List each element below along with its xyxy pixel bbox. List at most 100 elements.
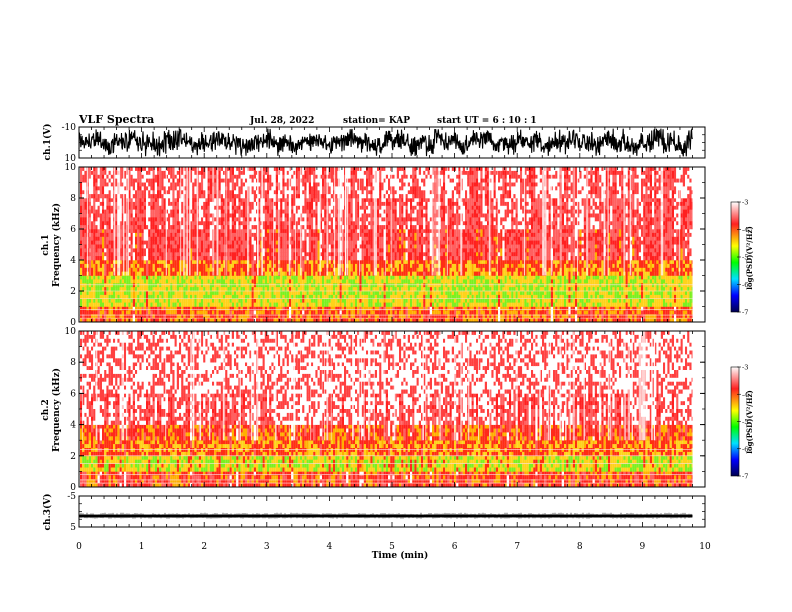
spectrogram-cell xyxy=(280,291,283,296)
spectrogram-cell xyxy=(273,260,276,265)
spectrogram-cell xyxy=(304,217,307,222)
spectrogram-cell xyxy=(207,174,210,179)
spectrogram-cell xyxy=(249,267,252,272)
spectrogram-cell xyxy=(119,194,122,199)
spectrogram-cell xyxy=(220,174,223,179)
spectrogram-cell xyxy=(108,201,111,207)
spectrogram-cell xyxy=(280,221,283,226)
spectrogram-cell xyxy=(328,225,331,230)
spectrogram-cell xyxy=(161,198,164,203)
spectrogram-cell xyxy=(247,275,250,280)
spectrogram-cell xyxy=(238,267,241,272)
spectrogram-cell xyxy=(163,283,166,288)
spectrogram-cell xyxy=(253,252,256,257)
spectrogram-cell xyxy=(242,256,245,261)
spectrogram-cell xyxy=(234,217,237,222)
spectrogram-cell xyxy=(249,232,252,238)
spectrogram-cell xyxy=(282,244,285,249)
spectrogram-cell xyxy=(223,248,226,253)
spectrogram-cell xyxy=(137,236,140,241)
spectrogram-cell xyxy=(209,302,212,307)
spectrogram-cell xyxy=(308,236,311,241)
spectrogram-cell xyxy=(264,310,267,315)
spectrogram-cell xyxy=(154,225,157,230)
spectrogram-cell xyxy=(267,314,270,319)
spectrogram-cell xyxy=(284,283,287,288)
spectrogram-cell xyxy=(126,302,129,307)
spectrogram-cell xyxy=(297,174,300,179)
spectrogram-cell xyxy=(209,167,212,172)
spectrogram-cell xyxy=(174,232,177,238)
spectrogram-cell xyxy=(203,225,206,230)
spectrogram-cell xyxy=(108,225,111,230)
spectrogram-cell xyxy=(300,287,303,292)
spectrogram-cell xyxy=(135,287,138,292)
spectrogram-cell xyxy=(264,287,267,292)
spectrogram-cell xyxy=(170,232,173,238)
spectrogram-cell xyxy=(284,287,287,292)
spectrogram-cell xyxy=(115,201,118,207)
spectrogram-cell xyxy=(119,279,122,284)
spectrogram-cell xyxy=(317,287,320,292)
spectrogram-cell xyxy=(322,283,325,288)
spectrogram-cell xyxy=(280,267,283,272)
spectrogram-cell xyxy=(126,198,129,203)
station-label: station= KAP xyxy=(343,116,410,126)
spectrogram-cell xyxy=(328,182,331,187)
spectrogram-cell xyxy=(113,283,116,288)
spectrogram-cell xyxy=(341,306,344,311)
spectrogram-cell xyxy=(80,294,83,300)
spectrogram-cell xyxy=(306,229,309,234)
spectrogram-cell xyxy=(308,318,311,323)
spectrogram-cell xyxy=(154,318,157,323)
spectrogram-cell xyxy=(295,167,298,172)
spectrogram-cell xyxy=(209,198,212,203)
spectrogram-cell xyxy=(132,294,135,300)
spectrogram-cell xyxy=(306,263,309,269)
spectrogram-cell xyxy=(236,248,239,253)
spectrogram-cell xyxy=(302,294,305,300)
spectrogram-cell xyxy=(152,298,155,303)
spectrogram-cell xyxy=(218,294,221,300)
spectrogram-cell xyxy=(317,318,320,323)
spectrogram-cell xyxy=(264,271,267,276)
spectrogram-cell xyxy=(238,186,241,191)
spectrogram-cell xyxy=(302,209,305,214)
spectrogram-cell xyxy=(192,232,195,238)
spectrogram-cell xyxy=(315,198,318,203)
spectrogram-cell xyxy=(315,213,318,218)
spectrogram-cell xyxy=(311,283,314,288)
spectrogram-cell xyxy=(212,287,215,292)
spectrogram-cell xyxy=(209,244,212,249)
spectrogram-cell xyxy=(247,298,250,303)
spectrogram-cell xyxy=(328,201,331,207)
spectrogram-cell xyxy=(110,225,113,230)
spectrogram-cell xyxy=(223,244,226,249)
spectrogram-cell xyxy=(300,302,303,307)
spectrogram-cell xyxy=(84,306,87,311)
spectrogram-cell xyxy=(95,201,98,207)
spectrogram-cell xyxy=(236,271,239,276)
spectrogram-cell xyxy=(104,314,107,319)
spectrogram-cell xyxy=(238,244,241,249)
spectrogram-cell xyxy=(251,291,254,296)
spectrogram-cell xyxy=(236,205,239,210)
spectrogram-cell xyxy=(273,271,276,276)
spectrogram-cell xyxy=(174,229,177,234)
spectrogram-cell xyxy=(291,294,294,300)
spectrogram-cell xyxy=(275,248,278,253)
spectrogram-cell xyxy=(330,256,333,261)
spectrogram-cell xyxy=(249,256,252,261)
spectrogram-cell xyxy=(161,271,164,276)
spectrogram-cell xyxy=(194,314,197,319)
spectrogram-cell xyxy=(315,310,318,315)
spectrogram-cell xyxy=(181,294,184,300)
spectrogram-cell xyxy=(240,198,243,203)
spectrogram-cell xyxy=(187,217,190,222)
spectrogram-cell xyxy=(157,213,160,218)
spectrogram-cell xyxy=(86,291,89,296)
spectrogram-cell xyxy=(102,263,105,269)
spectrogram-cell xyxy=(242,310,245,315)
spectrogram-cell xyxy=(80,302,83,307)
spectrogram-cell xyxy=(291,283,294,288)
